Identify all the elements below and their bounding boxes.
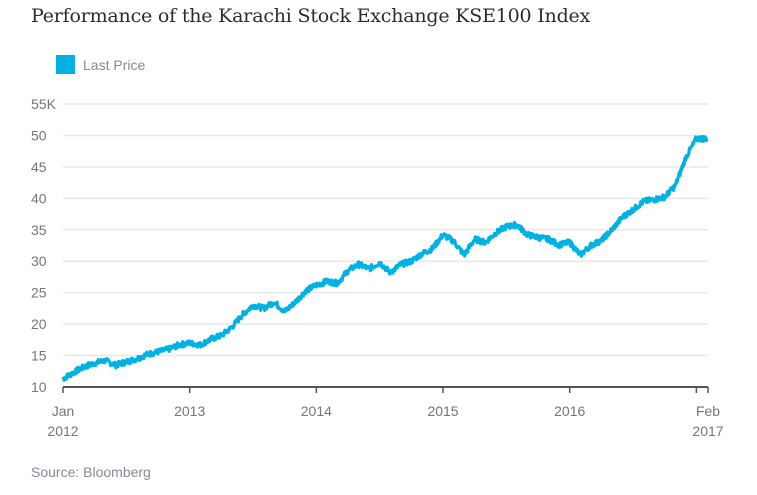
x-tick-label-year: 2017 — [692, 423, 723, 439]
y-tick-label: 50 — [31, 127, 47, 143]
y-tick-label: 30 — [31, 253, 47, 269]
x-tick-label: 2016 — [554, 403, 585, 419]
y-axis-ticks: 55K 50 45 40 35 30 25 20 15 10 — [31, 96, 57, 395]
y-tick-label: 40 — [31, 190, 47, 206]
source-note: Source: Bloomberg — [31, 464, 151, 480]
x-axis: Jan 2012 2013 2014 2015 2016 Feb 2017 — [47, 386, 724, 439]
y-tick-label: 15 — [31, 348, 47, 364]
x-tick-label: Feb — [696, 403, 720, 419]
series-line-last-price — [61, 134, 709, 382]
legend-swatch-last-price — [56, 55, 75, 74]
y-tick-label: 10 — [31, 379, 47, 395]
x-tick-label: 2015 — [427, 403, 458, 419]
x-tick-label: 2014 — [301, 403, 332, 419]
chart-title: Performance of the Karachi Stock Exchang… — [31, 5, 591, 27]
legend: Last Price — [56, 55, 145, 74]
y-tick-label: 35 — [31, 222, 47, 238]
y-tick-label: 25 — [31, 285, 47, 301]
y-tick-label: 20 — [31, 316, 47, 332]
gridlines — [63, 103, 708, 357]
series-layer — [61, 134, 709, 382]
y-tick-label: 55K — [31, 96, 57, 112]
x-tick-label: 2013 — [174, 403, 205, 419]
x-tick-label: Jan — [52, 403, 75, 419]
x-tick-label-year: 2012 — [47, 423, 78, 439]
y-tick-label: 45 — [31, 159, 47, 175]
legend-label-last-price: Last Price — [83, 56, 146, 73]
